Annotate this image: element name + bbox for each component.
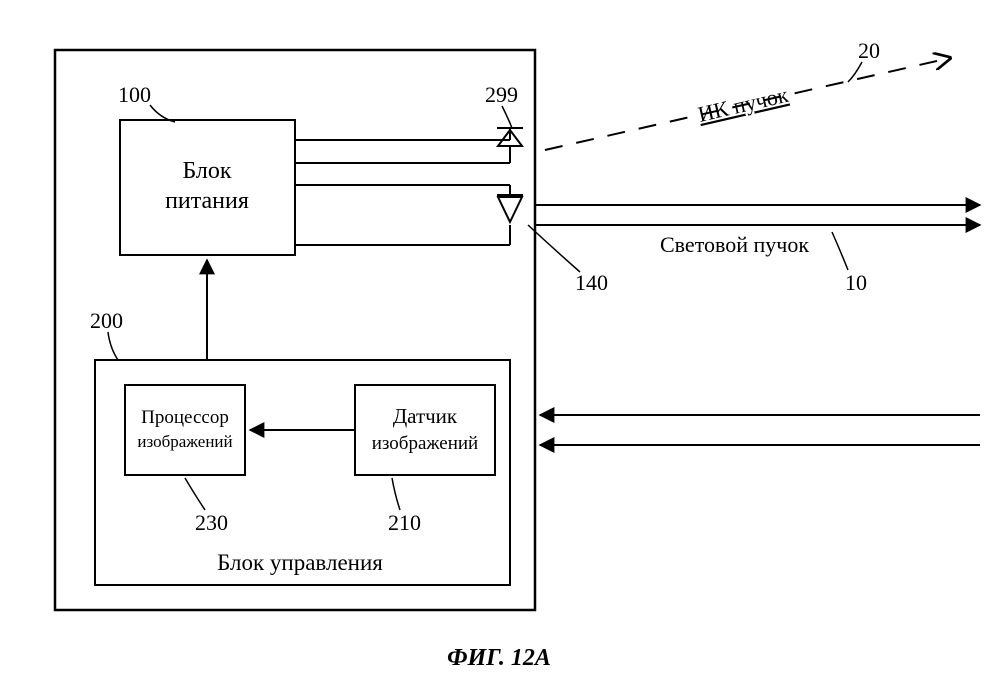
ref-210: 210 xyxy=(388,510,421,535)
light-led-icon xyxy=(497,195,523,222)
image-processor-block xyxy=(125,385,245,475)
ref-299-leader xyxy=(502,106,512,128)
ir-beam-label: ИК пучок xyxy=(696,82,791,127)
light-beam-label: Световой пучок xyxy=(660,232,809,257)
image-processor-label-1: Процессор xyxy=(141,407,229,428)
ref-230-leader xyxy=(185,478,205,510)
ref-10: 10 xyxy=(845,270,867,295)
ref-200-leader xyxy=(108,332,118,360)
image-sensor-label-1: Датчик xyxy=(393,404,458,428)
image-processor-label-2: изображений xyxy=(137,432,232,451)
ref-10-leader xyxy=(832,232,848,270)
image-sensor-label-2: изображений xyxy=(372,433,478,454)
power-block-label-2: питания xyxy=(165,188,249,214)
ref-299: 299 xyxy=(485,82,518,107)
figure-caption: ФИГ. 12А xyxy=(447,645,551,671)
ref-20: 20 xyxy=(858,38,880,63)
ref-200: 200 xyxy=(90,308,123,333)
control-block-label: Блок управления xyxy=(217,550,383,575)
ref-100: 100 xyxy=(118,82,151,107)
ref-140: 140 xyxy=(575,270,608,295)
power-block-label-1: Блок xyxy=(182,158,231,184)
ref-230: 230 xyxy=(195,510,228,535)
image-sensor-block xyxy=(355,385,495,475)
ref-210-leader xyxy=(392,478,400,510)
